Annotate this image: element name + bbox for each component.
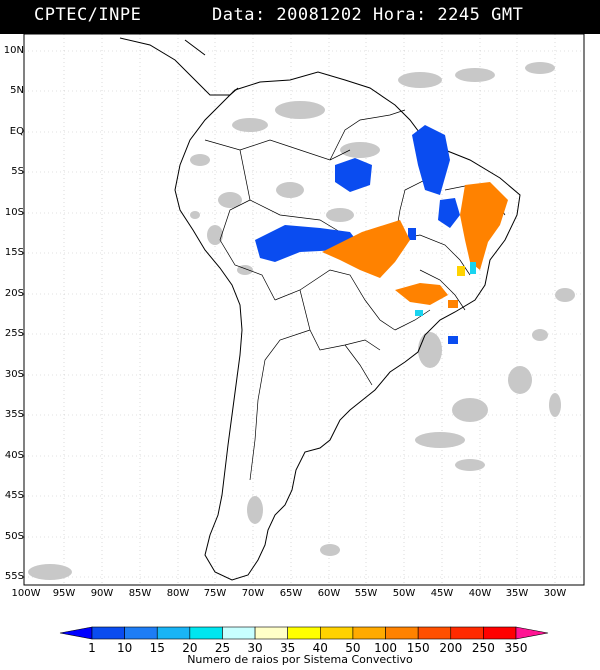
lon-label: 70W <box>241 588 265 599</box>
colorbar-swatch <box>450 626 484 640</box>
lon-label: 50W <box>392 588 416 599</box>
organization-label: CPTEC/INPE <box>34 5 142 25</box>
lat-label: 10S <box>4 207 24 218</box>
colorbar-swatch <box>91 626 125 640</box>
south-america-outline <box>174 71 521 581</box>
colorbar-swatch <box>254 626 288 640</box>
colorbar-tick-label: 350 <box>504 641 528 655</box>
colorbar-swatch <box>156 626 191 640</box>
colorbar-swatch <box>352 626 386 640</box>
lon-label: 90W <box>90 588 114 599</box>
colorbar-title: Numero de raios por Sistema Convectivo <box>187 653 413 666</box>
lat-label: 15S <box>4 247 24 258</box>
colorbar-swatch <box>483 626 517 640</box>
colorbar-tick-label: 25 <box>214 641 231 655</box>
lat-label: 55S <box>4 571 24 582</box>
lightning-orange-patches <box>322 182 508 308</box>
central-america-outline <box>119 37 239 96</box>
colorbar-tick-label: 200 <box>439 641 463 655</box>
colorbar-tick-label: 10 <box>116 641 133 655</box>
colorbar-tick-label: 40 <box>312 641 328 655</box>
lon-label: 45W <box>430 588 454 599</box>
colorbar-swatch <box>189 626 223 640</box>
colorbar-tick-label: 100 <box>374 641 397 655</box>
lon-label: 85W <box>128 588 152 599</box>
map-grid <box>24 34 584 585</box>
colorbar-swatch <box>124 626 158 640</box>
lon-label: 75W <box>203 588 227 599</box>
lightning-cyan-patches <box>415 262 476 316</box>
colorbar-arrow-right <box>515 626 549 640</box>
lon-label: 40W <box>468 588 492 599</box>
colorbar-tick-label: 150 <box>406 641 430 655</box>
lat-label: 5N <box>10 85 24 96</box>
colorbar-tick-label: 1 <box>88 641 96 655</box>
colorbar-swatch <box>287 626 321 640</box>
cloud-areas <box>28 62 575 580</box>
country-borders <box>204 109 506 481</box>
map-border <box>23 33 585 586</box>
colorbar-swatch <box>385 626 419 640</box>
title-bar: CPTEC/INPE Data: 20081202 Hora: 2245 GMT <box>0 0 600 34</box>
lon-label: 80W <box>166 588 190 599</box>
colorbar-swatch <box>320 626 354 640</box>
colorbar-tick-label: 35 <box>280 641 296 655</box>
lat-label: 5S <box>11 166 24 177</box>
lon-label: 35W <box>505 588 529 599</box>
colorbar-tick-label: 250 <box>471 641 495 655</box>
colorbar-tick-label: 50 <box>345 641 361 655</box>
lat-label: 50S <box>4 531 24 542</box>
lat-label: 10N <box>3 45 24 56</box>
lat-label: 45S <box>4 490 24 501</box>
colorbar-tick-label: 20 <box>182 641 198 655</box>
colorbar-swatch <box>222 626 256 640</box>
lon-label: 100W <box>11 588 41 599</box>
lat-label: 20S <box>4 288 24 299</box>
lat-label: EQ <box>9 126 24 137</box>
lat-label: 35S <box>4 409 24 420</box>
colorbar-arrow-left <box>59 626 93 640</box>
lon-label: 95W <box>52 588 76 599</box>
lon-label: 30W <box>543 588 567 599</box>
lon-label: 65W <box>279 588 303 599</box>
lightning-yellow-patches <box>457 266 465 276</box>
lat-label: 25S <box>4 328 24 339</box>
lat-label: 40S <box>4 450 24 461</box>
lon-label: 55W <box>354 588 378 599</box>
colorbar-tick-label: 30 <box>247 641 263 655</box>
colorbar-segments <box>59 626 549 640</box>
colorbar-swatch <box>417 626 452 640</box>
colorbar-tick-label: 15 <box>149 641 165 655</box>
date-time-label: Data: 20081202 Hora: 2245 GMT <box>212 5 524 25</box>
lightning-blue-patches <box>255 125 460 344</box>
lat-label: 30S <box>4 369 24 380</box>
lon-label: 60W <box>317 588 341 599</box>
